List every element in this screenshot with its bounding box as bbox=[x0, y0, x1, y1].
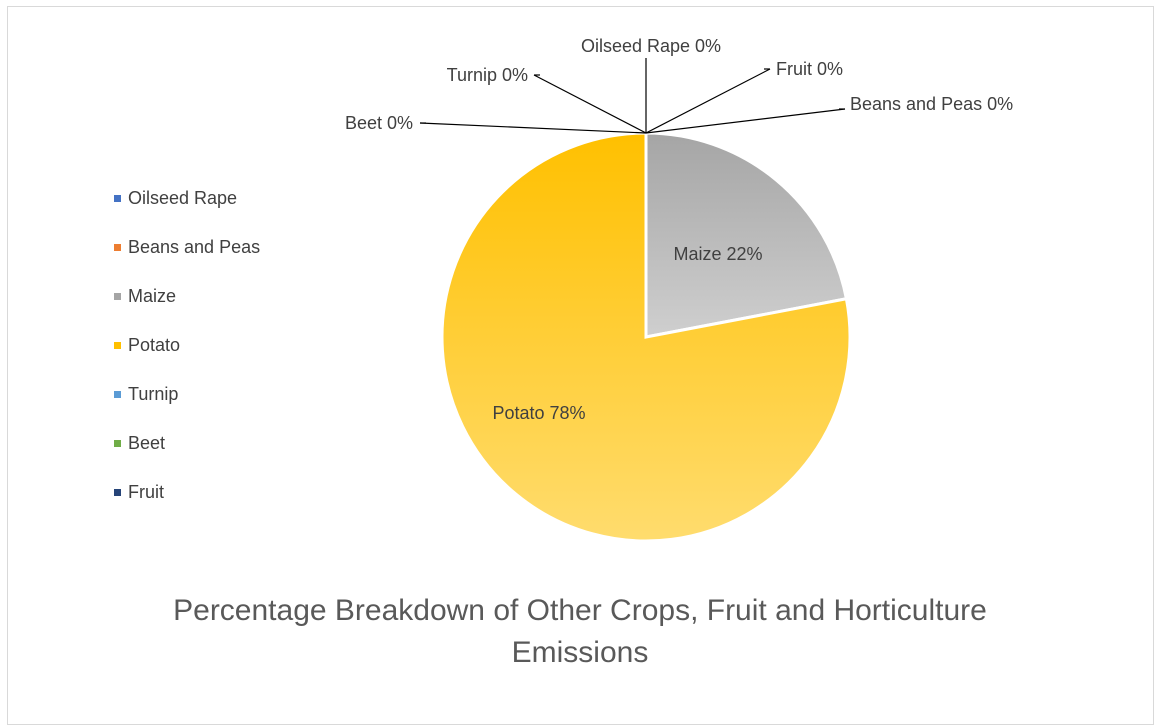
legend-label-oilseed-rape: Oilseed Rape bbox=[128, 188, 238, 208]
legend-item-potato: Potato bbox=[114, 321, 260, 370]
legend-label-fruit: Fruit bbox=[128, 482, 164, 502]
data-label-fruit: Fruit 0% bbox=[776, 59, 843, 79]
legend-item-fruit: Fruit bbox=[114, 468, 260, 517]
data-label-maize: Maize 22% bbox=[673, 244, 762, 264]
legend-swatch-oilseed-rape bbox=[114, 195, 121, 202]
data-label-potato: Potato 78% bbox=[492, 403, 585, 423]
legend-label-turnip: Turnip bbox=[128, 384, 179, 404]
legend-swatch-maize bbox=[114, 293, 121, 300]
data-label-oilseed-rape: Oilseed Rape 0% bbox=[581, 36, 721, 56]
legend-item-beet: Beet bbox=[114, 419, 260, 468]
leader-line-fruit bbox=[645, 68, 771, 134]
legend-swatch-beans-and-peas bbox=[114, 244, 121, 251]
leader-line-beet bbox=[419, 122, 647, 134]
legend-item-maize: Maize bbox=[114, 272, 260, 321]
pie-slice-potato bbox=[440, 131, 852, 543]
legend-label-potato: Potato bbox=[128, 335, 181, 355]
leader-line-turnip bbox=[533, 74, 647, 134]
leader-line-beans-and-peas bbox=[645, 108, 846, 134]
legend-swatch-turnip bbox=[114, 391, 121, 398]
legend-item-turnip: Turnip bbox=[114, 370, 260, 419]
legend-swatch-beet bbox=[114, 440, 121, 447]
data-label-beans-and-peas: Beans and Peas 0% bbox=[850, 94, 1013, 114]
legend-item-oilseed-rape: Oilseed Rape bbox=[114, 174, 260, 223]
legend-label-beans-and-peas: Beans and Peas bbox=[128, 237, 261, 257]
legend-swatch-fruit bbox=[114, 489, 121, 496]
chart-title: Percentage Breakdown of Other Crops, Fru… bbox=[173, 594, 987, 669]
pie-slice-maize bbox=[644, 131, 849, 339]
legend-label-maize: Maize bbox=[128, 286, 177, 306]
data-label-turnip: Turnip 0% bbox=[447, 65, 528, 85]
data-label-beet: Beet 0% bbox=[345, 113, 413, 133]
legend-item-beans-and-peas: Beans and Peas bbox=[114, 223, 260, 272]
legend-label-beet: Beet bbox=[128, 433, 166, 453]
legend-swatch-potato bbox=[114, 342, 121, 349]
legend: Oilseed Rape Beans and Peas Maize Potato… bbox=[114, 174, 260, 517]
